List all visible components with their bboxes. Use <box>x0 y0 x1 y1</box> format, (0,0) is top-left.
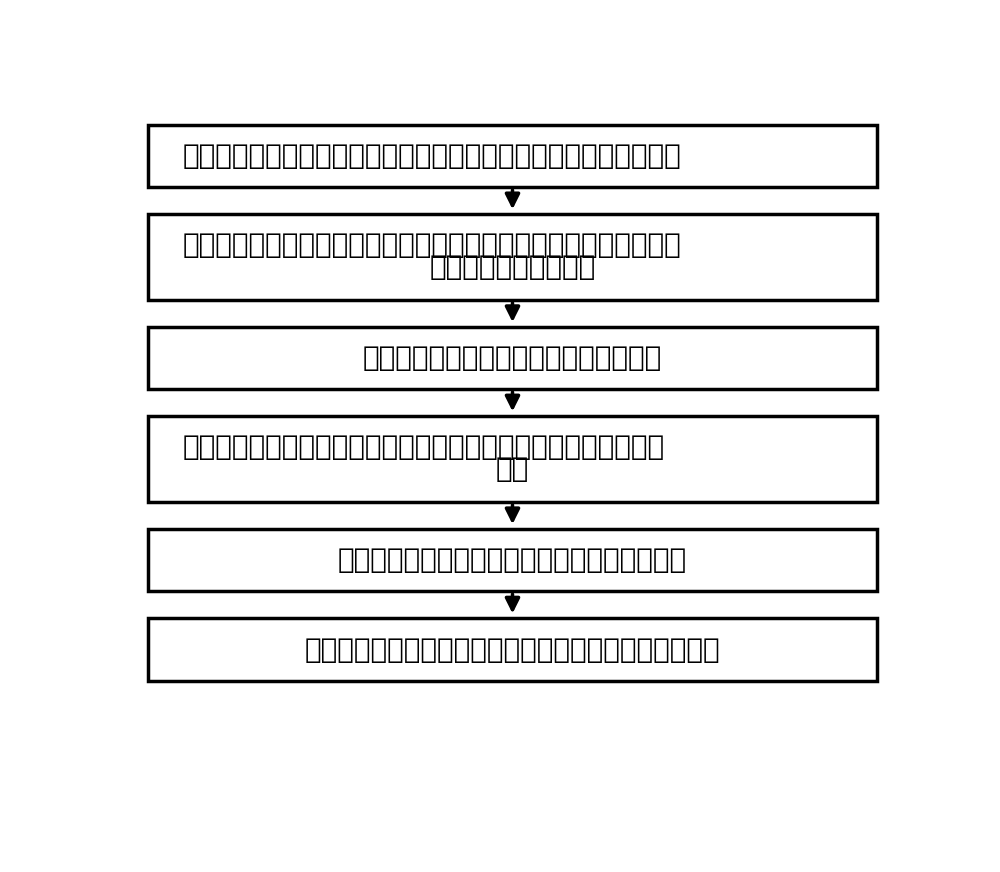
Bar <box>148 416 877 502</box>
Text: 对筛选后的高倍图像的区域内随机选取若干计数区域，并对区域内全: 对筛选后的高倍图像的区域内随机选取若干计数区域，并对区域内全 <box>183 231 682 259</box>
Bar <box>148 215 877 300</box>
Bar <box>148 618 877 681</box>
Text: 对每个计数区域的计数结果进行参考性判: 对每个计数区域的计数结果进行参考性判 <box>363 344 662 372</box>
Text: 将数值与正常参考值作对比，进行重点数据筛选: 将数值与正常参考值作对比，进行重点数据筛选 <box>338 546 687 575</box>
Text: 将具有参考性的区域中的计算数据进行差值分析并计算出最终的数: 将具有参考性的区域中的计算数据进行差值分析并计算出最终的数 <box>183 433 665 461</box>
Text: 对低倍图像进行整体识别，并寻找其中的特殊细胞和巨型细胞并计数: 对低倍图像进行整体识别，并寻找其中的特殊细胞和巨型细胞并计数 <box>183 142 682 170</box>
Text: 将筛选后的数据，与现有疾病建立联想，并进行联想分析: 将筛选后的数据，与现有疾病建立联想，并进行联想分析 <box>305 636 720 664</box>
Text: 类细胞进行识别和计数: 类细胞进行识别和计数 <box>429 253 596 281</box>
Bar <box>148 125 877 187</box>
Text: 值；: 值； <box>496 455 529 483</box>
Bar <box>148 327 877 389</box>
Bar <box>148 529 877 591</box>
